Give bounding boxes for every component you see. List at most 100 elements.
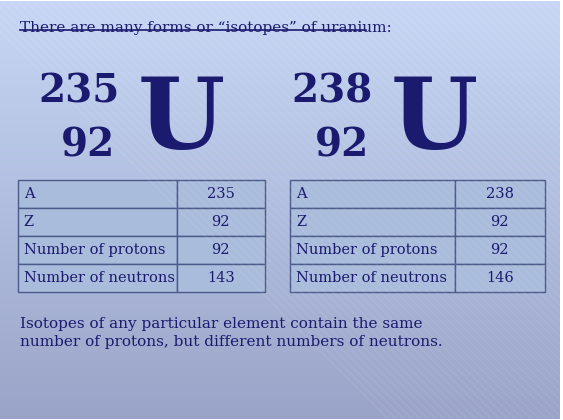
Bar <box>0 398 560 400</box>
Bar <box>0 162 560 164</box>
Bar <box>0 34 560 37</box>
Bar <box>0 95 560 97</box>
Bar <box>0 367 560 369</box>
Text: Z: Z <box>24 215 34 229</box>
Bar <box>0 26 560 28</box>
Bar <box>0 312 560 315</box>
Bar <box>0 147 560 150</box>
Bar <box>0 283 560 285</box>
Bar <box>0 327 560 329</box>
Bar <box>0 258 560 260</box>
Bar <box>0 14 560 16</box>
Bar <box>0 206 560 208</box>
Bar <box>0 337 560 339</box>
Bar <box>0 298 560 300</box>
Bar <box>0 356 560 358</box>
Bar <box>0 379 560 381</box>
Bar <box>0 339 560 341</box>
Bar <box>0 145 560 147</box>
Bar <box>0 358 560 360</box>
Text: 92: 92 <box>212 215 230 229</box>
Bar <box>0 394 560 396</box>
Bar <box>0 223 560 225</box>
Bar <box>0 400 560 402</box>
Bar <box>0 262 560 264</box>
Bar <box>0 53 560 55</box>
Bar <box>0 225 560 227</box>
Bar <box>0 126 560 129</box>
Bar <box>0 331 560 333</box>
Bar <box>0 1 560 3</box>
Bar <box>0 216 560 218</box>
Bar <box>0 183 560 185</box>
Bar <box>0 139 560 141</box>
Bar <box>0 404 560 406</box>
Bar <box>0 60 560 62</box>
Bar <box>0 87 560 89</box>
Bar <box>454 264 545 291</box>
Bar <box>0 381 560 383</box>
Bar <box>0 70 560 72</box>
Text: U: U <box>391 73 478 170</box>
Bar <box>0 329 560 331</box>
Bar <box>0 302 560 304</box>
Bar <box>0 58 560 60</box>
Bar <box>0 231 560 233</box>
Bar <box>0 68 560 70</box>
Bar <box>0 412 560 415</box>
Bar <box>0 103 560 105</box>
Bar <box>0 229 560 231</box>
Bar <box>0 402 560 404</box>
Bar <box>0 12 560 14</box>
Bar <box>0 233 560 235</box>
Bar <box>0 352 560 354</box>
Text: 146: 146 <box>486 270 513 285</box>
Bar <box>0 101 560 103</box>
Bar <box>0 256 560 258</box>
Text: Number of neutrons: Number of neutrons <box>24 270 175 285</box>
Bar <box>0 408 560 410</box>
Bar <box>0 208 560 210</box>
Bar <box>0 388 560 390</box>
Bar <box>0 287 560 289</box>
Bar <box>0 308 560 310</box>
Text: Z: Z <box>296 215 306 229</box>
Bar <box>0 362 560 365</box>
Bar <box>18 264 177 291</box>
Bar <box>0 49 560 51</box>
Bar <box>0 218 560 220</box>
Bar <box>0 202 560 204</box>
Bar <box>0 365 560 367</box>
Bar <box>0 377 560 379</box>
Bar <box>0 5 560 8</box>
Bar <box>0 249 560 252</box>
Text: 235: 235 <box>38 73 119 111</box>
Bar <box>0 74 560 76</box>
Bar <box>0 181 560 183</box>
Bar <box>0 227 560 229</box>
Bar <box>0 120 560 122</box>
Bar <box>0 417 560 419</box>
Bar <box>18 236 177 264</box>
Bar <box>0 131 560 133</box>
Bar <box>0 51 560 53</box>
Bar <box>0 10 560 12</box>
Text: 238: 238 <box>486 187 514 201</box>
Bar <box>0 212 560 214</box>
Bar <box>0 30 560 32</box>
Bar <box>0 22 560 24</box>
Bar <box>0 415 560 417</box>
Bar <box>0 275 560 277</box>
Bar <box>0 97 560 99</box>
Bar <box>0 396 560 398</box>
Bar <box>0 291 560 294</box>
Bar <box>291 236 454 264</box>
Bar <box>0 129 560 131</box>
Bar <box>0 185 560 187</box>
Bar <box>0 254 560 256</box>
Bar <box>0 135 560 137</box>
Text: There are many forms or “isotopes” of uranium:: There are many forms or “isotopes” of ur… <box>20 21 392 35</box>
Bar <box>177 264 265 291</box>
Bar <box>0 99 560 101</box>
Bar <box>0 315 560 317</box>
